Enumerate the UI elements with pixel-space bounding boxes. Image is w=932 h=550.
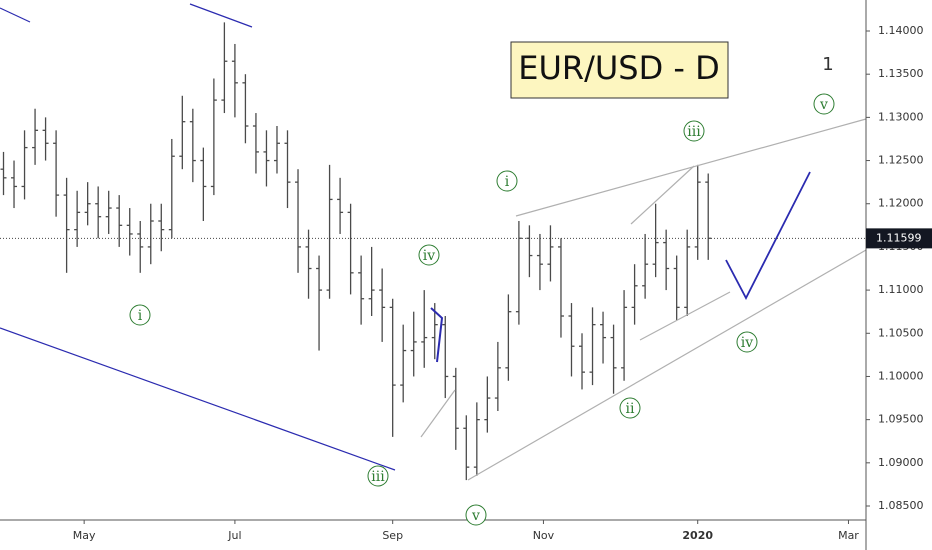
projection [725,171,811,300]
wave-label: i [505,174,510,190]
y-tick-label: 1.13500 [878,67,924,80]
wave-sketch [430,307,444,363]
channel-line [630,165,695,225]
x-tick-label: 2020 [682,529,713,542]
wave-circle [367,465,389,487]
last-price-label: 1.11599 [876,231,922,244]
wave-circle [418,244,440,266]
wave-circle [619,397,641,419]
wave-circle [736,331,758,353]
channel-line [420,389,456,438]
time-axis [0,520,932,550]
y-tick-label: 1.14000 [878,24,924,37]
drawings [0,3,867,481]
wave-circle [683,120,705,142]
trend-line [189,3,253,28]
y-tick-label: 1.08500 [878,499,924,512]
pane-label: 1 [822,54,833,75]
x-tick-label: Mar [838,529,859,542]
x-tick-label: Nov [533,529,555,542]
channel-line [515,118,867,217]
wave-circle [465,504,487,526]
y-tick-label: 1.10000 [878,369,924,382]
x-tick-label: Sep [382,529,403,542]
y-tick-label: 1.09000 [878,456,924,469]
wave-label: iii [371,469,385,485]
wave-label: iv [741,335,753,351]
wave-label: v [471,508,480,524]
trend-line [0,327,396,471]
y-tick-label: 1.09500 [878,413,924,426]
y-tick-label: 1.11000 [878,283,924,296]
wave-label: iv [423,248,435,264]
trend-line [0,7,31,23]
wave-label: iii [687,124,701,140]
last-price-box [866,228,932,249]
channel-line [467,249,867,481]
y-tick-label: 1.12000 [878,197,924,210]
chart-title: EUR/USD - D [518,49,720,87]
y-tick-label: 1.13000 [878,110,924,123]
y-tick-label: 1.12500 [878,154,924,167]
x-tick-label: May [73,529,96,542]
x-tick-label: Jul [227,529,241,542]
title-box [510,41,729,99]
wave-label: ii [626,401,635,417]
wave-label: v [819,97,828,113]
wave-circle [496,170,518,192]
price-axis [866,0,932,550]
channel-line [639,291,731,341]
wave-label: i [138,308,143,324]
wave-circle [129,304,151,326]
y-tick-label: 1.10500 [878,326,924,339]
wave-circle [813,93,835,115]
